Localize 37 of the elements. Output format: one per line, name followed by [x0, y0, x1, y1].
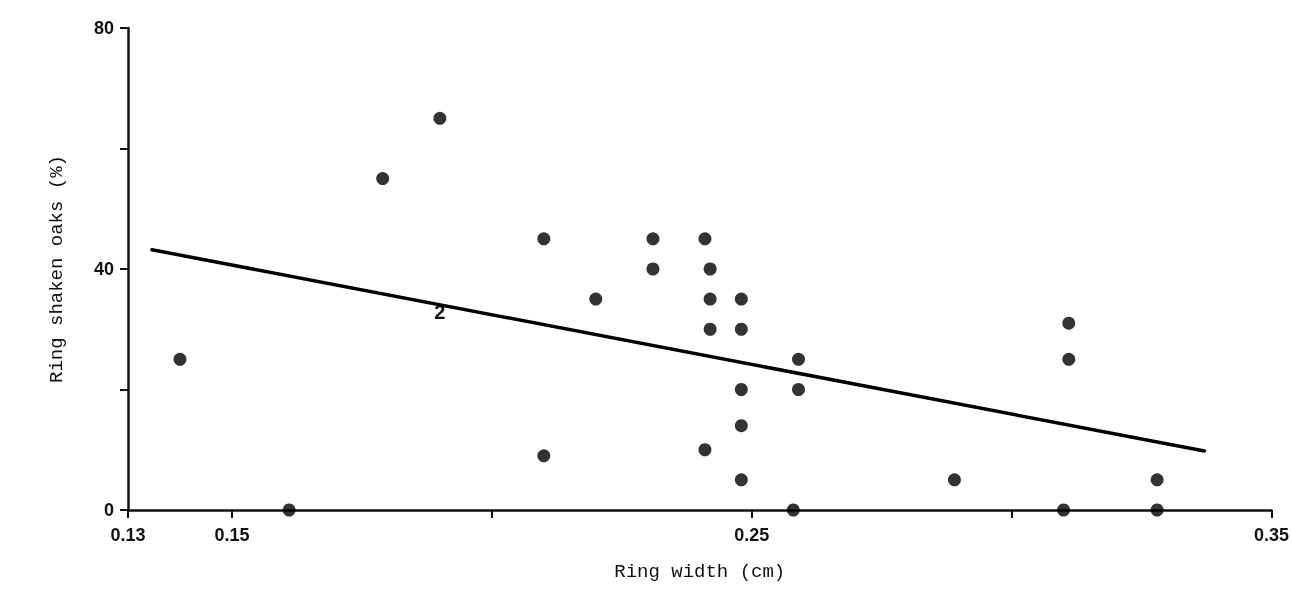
point [734, 292, 748, 306]
point [1057, 503, 1071, 517]
x-tick-label: 0.13 [110, 525, 146, 545]
point [734, 322, 748, 336]
point [1062, 352, 1076, 366]
point [703, 292, 717, 306]
point [537, 232, 551, 246]
point [1150, 473, 1164, 487]
point [1150, 503, 1164, 517]
point [1062, 316, 1076, 330]
point [698, 232, 712, 246]
point [786, 503, 800, 517]
point [589, 292, 603, 306]
x-tick-label: 0.25 [734, 525, 770, 545]
point [173, 352, 187, 366]
y-tick-label: 40 [93, 259, 114, 279]
x-tick-label: 0.35 [1253, 525, 1290, 545]
point [703, 322, 717, 336]
point [376, 172, 390, 186]
point [703, 262, 717, 276]
point [792, 383, 805, 396]
x-tick-label: 0.15 [214, 525, 250, 545]
point [282, 503, 296, 517]
point [792, 352, 805, 366]
y-tick-label: 80 [93, 18, 114, 38]
point [734, 383, 748, 396]
point [646, 262, 660, 276]
point [947, 473, 961, 487]
y-axis-title: Ring shaken oaks (%) [45, 154, 68, 384]
y-tick-label: 0 [103, 500, 114, 520]
point [734, 473, 748, 487]
point [433, 111, 447, 125]
point [734, 419, 748, 433]
x-axis-title: Ring width (cm) [614, 560, 786, 583]
point [537, 449, 551, 463]
point [698, 443, 712, 457]
point [646, 232, 660, 246]
